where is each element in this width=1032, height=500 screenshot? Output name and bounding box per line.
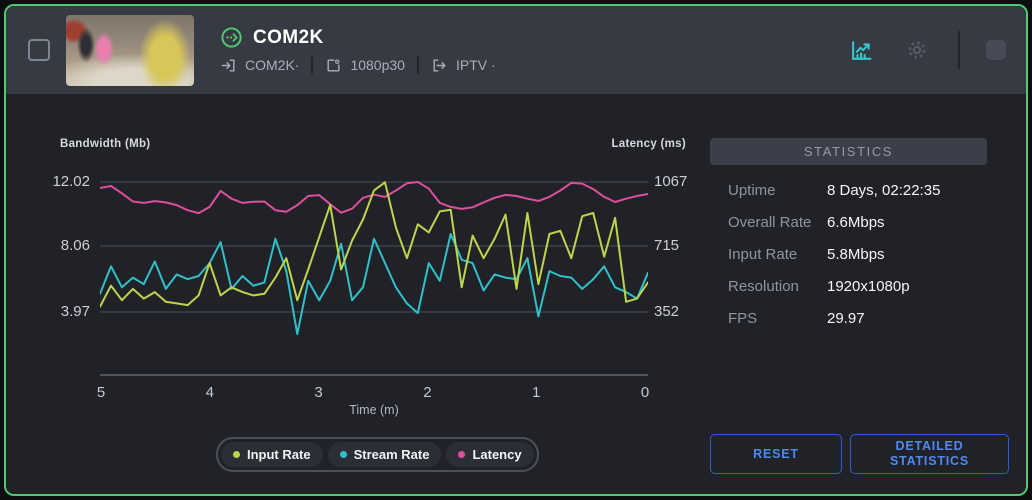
input-source-item[interactable]: COM2K· xyxy=(220,57,299,74)
x-axis-tick: 4 xyxy=(205,384,214,401)
stat-label: Overall Rate xyxy=(728,213,812,231)
bandwidth-latency-chart xyxy=(99,171,649,381)
video-thumbnail[interactable] xyxy=(66,14,194,86)
statistics-header: STATISTICS xyxy=(710,138,987,165)
stat-value: 6.6Mbps xyxy=(827,213,885,231)
chart-legend: Input Rate Stream Rate Latency xyxy=(216,437,539,472)
stat-label: Input Rate xyxy=(728,245,798,263)
x-axis-ticks: 5 4 3 2 1 0 xyxy=(92,384,654,401)
input-rate-dot-icon xyxy=(233,451,240,458)
stat-value: 29.97 xyxy=(827,309,865,327)
stat-value: 5.8Mbps xyxy=(827,245,885,263)
output-item[interactable]: IPTV · xyxy=(431,57,496,74)
stream-card-body: Bandwidth (Mb) Latency (ms) 12.02 8.06 3… xyxy=(6,94,1026,494)
transcode-item[interactable]: 1080p30 xyxy=(325,57,405,74)
chart-view-button[interactable] xyxy=(846,35,876,65)
stat-label: Resolution xyxy=(728,277,799,295)
stat-label: FPS xyxy=(728,309,758,327)
stream-status-icon xyxy=(220,26,243,49)
statistics-list: Uptime 8 Days, 02:22:35 Overall Rate 6.6… xyxy=(710,174,1009,334)
legend-item-stream-rate[interactable]: Stream Rate xyxy=(327,442,442,467)
latency-dot-icon xyxy=(458,451,466,458)
line-chart-icon xyxy=(849,38,874,63)
right-axis-tick: 1067 xyxy=(654,173,688,190)
right-axis-tick: 352 xyxy=(654,303,680,320)
stat-row-fps: FPS 29.97 xyxy=(710,302,1009,334)
x-axis-tick: 3 xyxy=(314,384,323,401)
stream-title: COM2K xyxy=(253,26,324,48)
legend-label: Stream Rate xyxy=(353,447,430,462)
right-axis-title: Latency (ms) xyxy=(611,138,686,150)
stat-row-input-rate: Input Rate 5.8Mbps xyxy=(710,238,1009,270)
action-buttons: RESET DETAILED STATISTICS xyxy=(710,434,1009,474)
stat-value: 8 Days, 02:22:35 xyxy=(827,181,941,199)
legend-item-latency[interactable]: Latency xyxy=(446,442,534,467)
stream-rate-dot-icon xyxy=(339,451,347,458)
input-source-label: COM2K· xyxy=(245,57,300,73)
stream-card-header: COM2K COM2K· xyxy=(6,6,1026,94)
title-block: COM2K COM2K· xyxy=(220,26,496,74)
select-checkbox[interactable] xyxy=(28,39,50,61)
detailed-statistics-button[interactable]: DETAILED STATISTICS xyxy=(850,434,1009,474)
x-axis-tick: 5 xyxy=(96,384,106,401)
stat-row-overall-rate: Overall Rate 6.6Mbps xyxy=(710,206,1009,238)
settings-button[interactable] xyxy=(902,35,932,65)
stat-value: 1920x1080p xyxy=(827,277,910,295)
input-source-icon xyxy=(220,57,237,74)
stat-label: Uptime xyxy=(728,181,776,199)
legend-item-input-rate[interactable]: Input Rate xyxy=(221,442,323,467)
x-axis-tick: 0 xyxy=(640,384,650,401)
stat-row-resolution: Resolution 1920x1080p xyxy=(710,270,1009,302)
reset-button[interactable]: RESET xyxy=(710,434,842,474)
transcode-label: 1080p30 xyxy=(350,57,405,73)
left-axis-title: Bandwidth (Mb) xyxy=(60,138,151,150)
output-icon xyxy=(431,57,448,74)
x-axis-tick: 1 xyxy=(532,384,541,401)
legend-label: Latency xyxy=(472,447,522,462)
right-axis-tick: 715 xyxy=(654,237,680,254)
stat-row-uptime: Uptime 8 Days, 02:22:35 xyxy=(710,174,1009,206)
left-axis-tick: 12.02 xyxy=(52,173,90,190)
x-axis-tick: 2 xyxy=(423,384,432,401)
square-toggle-button[interactable] xyxy=(986,40,1006,60)
left-axis-tick: 3.97 xyxy=(60,303,90,320)
left-axis-tick: 8.06 xyxy=(60,237,90,254)
meta-divider xyxy=(416,56,419,74)
header-divider xyxy=(958,31,960,69)
transcode-settings-icon xyxy=(325,57,342,74)
stream-card: COM2K COM2K· xyxy=(4,4,1028,496)
legend-label: Input Rate xyxy=(247,447,311,462)
output-label: IPTV · xyxy=(455,57,496,73)
meta-divider xyxy=(311,56,314,74)
gear-icon xyxy=(905,38,929,62)
x-axis-title: Time (m) xyxy=(349,403,399,417)
